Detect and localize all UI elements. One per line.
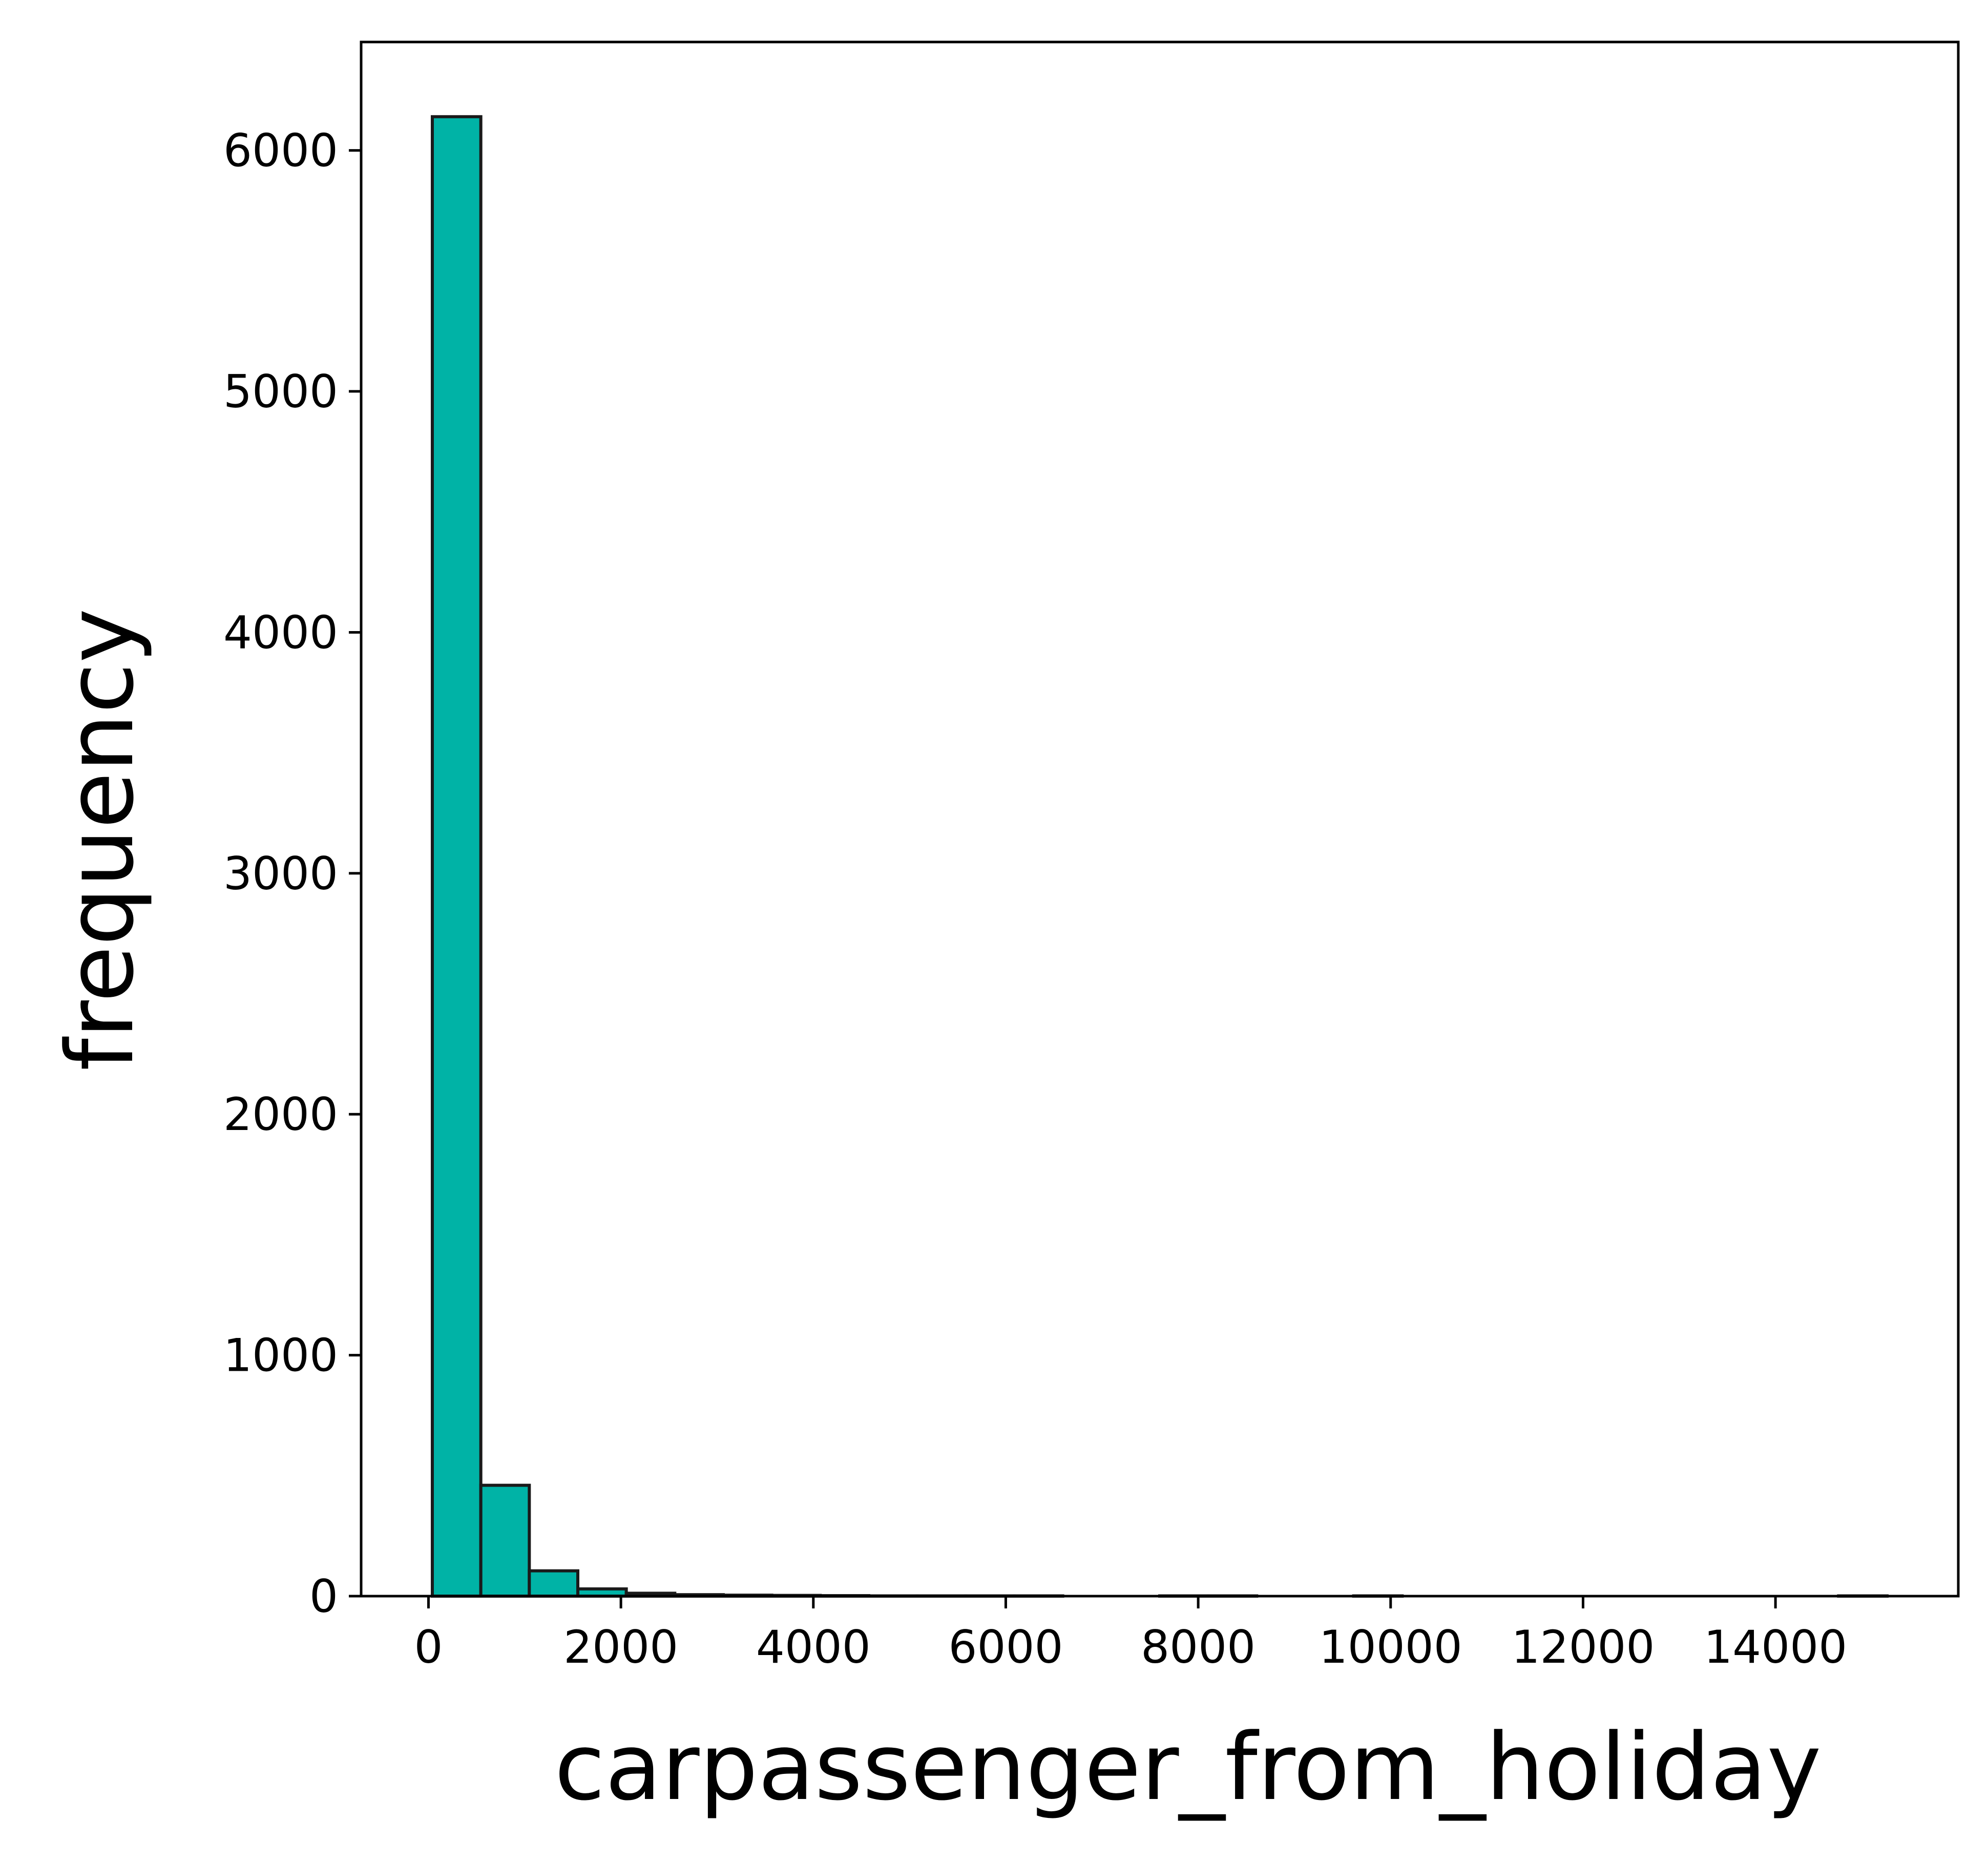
x-tick-label: 14000	[1704, 1621, 1847, 1673]
x-tick-label: 8000	[1141, 1621, 1255, 1673]
plot-frame	[361, 42, 1958, 1596]
x-tick-label: 4000	[756, 1621, 871, 1673]
histogram-bar	[432, 117, 481, 1596]
y-axis-ticks: 0 1000 2000 3000 4000 5000 6000	[223, 124, 361, 1623]
x-tick-label: 2000	[563, 1621, 678, 1673]
x-tick-label: 12000	[1511, 1621, 1655, 1673]
y-tick-label: 5000	[223, 365, 338, 418]
y-tick-label: 1000	[223, 1329, 338, 1382]
histogram-bar	[529, 1571, 578, 1596]
y-tick-label: 2000	[223, 1088, 338, 1141]
y-tick-label: 0	[309, 1570, 338, 1623]
histogram-bar	[481, 1485, 530, 1596]
bars-layer	[432, 117, 1887, 1596]
x-tick-label: 0	[414, 1621, 443, 1673]
x-axis-title: carpassenger_from_holiday	[554, 1714, 1821, 1821]
y-tick-label: 6000	[223, 124, 338, 177]
x-tick-label: 10000	[1319, 1621, 1462, 1673]
y-tick-label: 4000	[223, 606, 338, 659]
x-axis-ticks: 0 2000 4000 6000 8000 10000 12000 14000	[414, 1596, 1847, 1673]
x-tick-label: 6000	[948, 1621, 1063, 1673]
y-axis-title: frequency	[47, 609, 154, 1071]
y-tick-label: 3000	[223, 847, 338, 900]
